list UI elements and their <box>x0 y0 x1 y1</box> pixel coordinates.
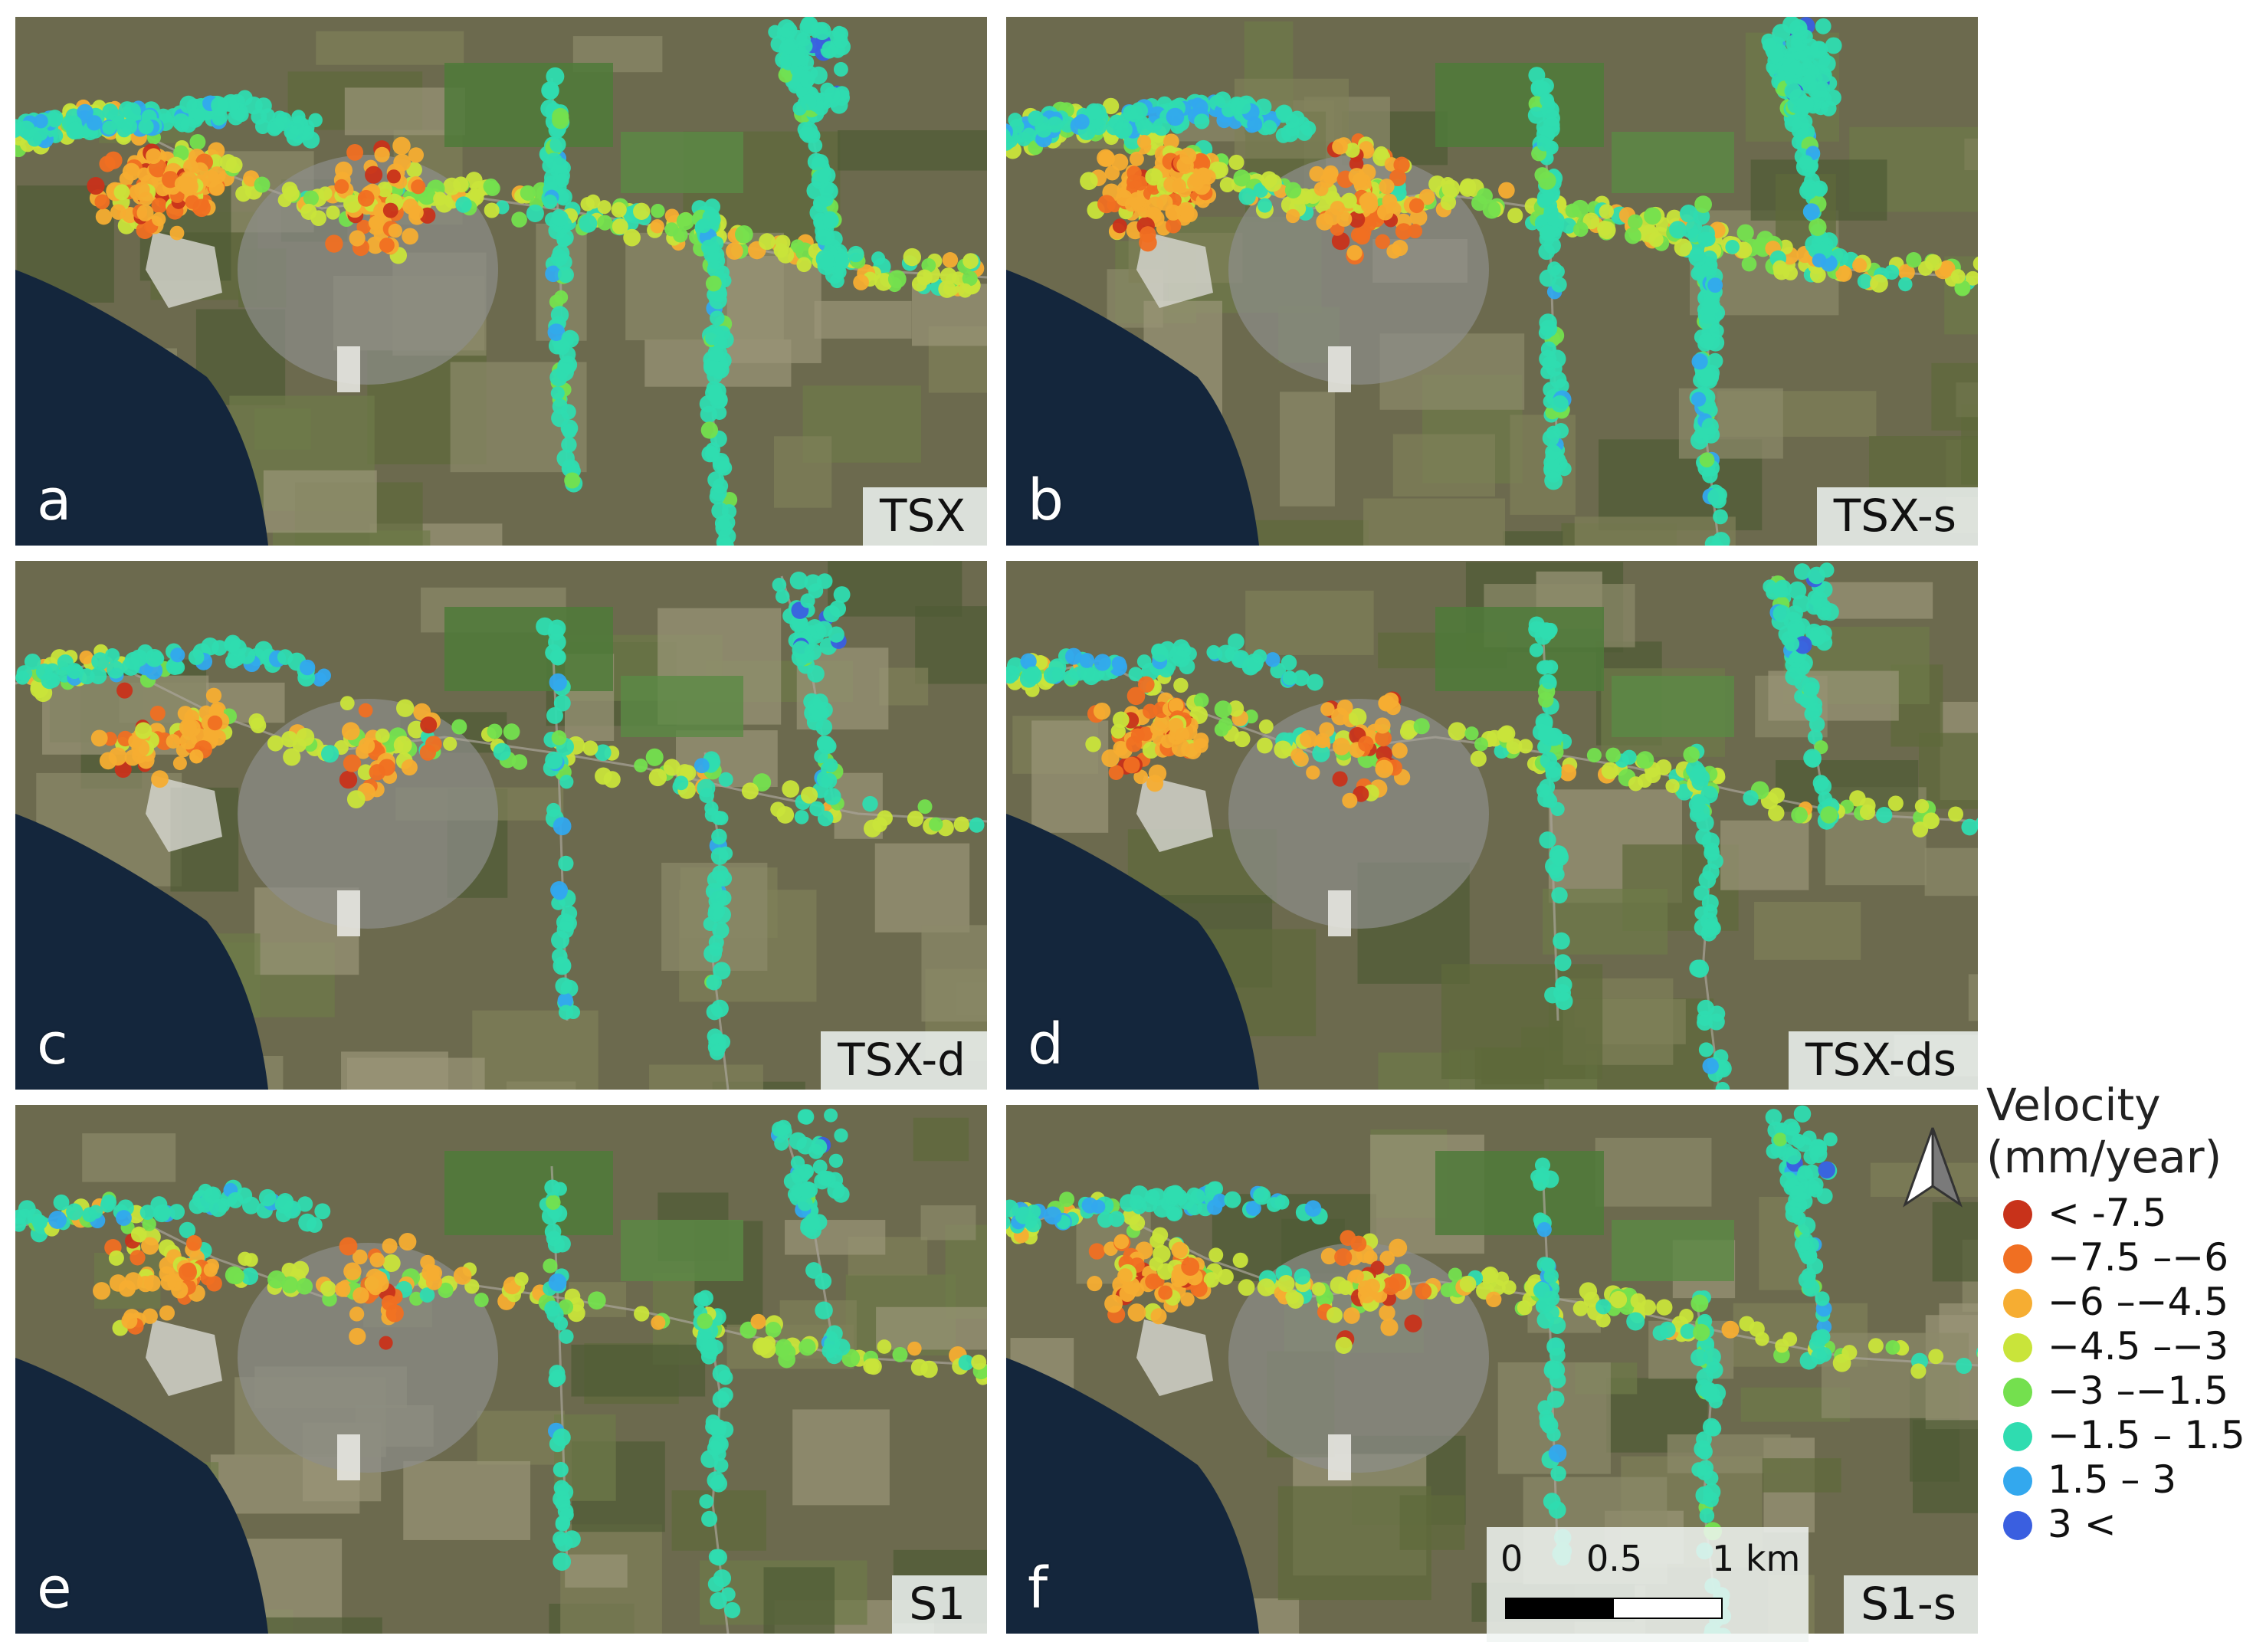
panel-letter: b <box>1028 467 1064 533</box>
panel-letter: f <box>1028 1555 1048 1621</box>
legend-swatch <box>2003 1289 2032 1318</box>
legend-label: −4.5 –−3 <box>2048 1324 2229 1368</box>
legend-swatch <box>2003 1244 2032 1273</box>
panel-letter: c <box>37 1011 68 1077</box>
panel-letter: e <box>37 1555 72 1621</box>
panel-dataset-label: S1 <box>892 1575 987 1634</box>
satellite-basemap <box>15 561 987 1090</box>
legend-item: −6 –−4.5 <box>1986 1280 2262 1324</box>
legend-swatch <box>2003 1200 2032 1229</box>
panel-dataset-label: TSX-d <box>821 1031 987 1090</box>
map-panel-c: c TSX-d <box>15 561 987 1090</box>
legend-label: −7.5 –−6 <box>2048 1235 2229 1280</box>
map-panel-e: e S1 <box>15 1105 987 1634</box>
legend-item: −3 –−1.5 <box>1986 1368 2262 1413</box>
north-arrow-icon <box>1900 1125 1965 1211</box>
legend-swatch <box>2003 1467 2032 1496</box>
panel-letter: a <box>37 467 72 533</box>
legend-swatch <box>2003 1422 2032 1451</box>
satellite-basemap <box>1006 561 1978 1090</box>
legend-label: < -7.5 <box>2048 1191 2167 1235</box>
legend-label: −1.5 – 1.5 <box>2048 1413 2245 1457</box>
panel-dataset-label: TSX <box>863 487 987 546</box>
legend-item: −7.5 –−6 <box>1986 1235 2262 1280</box>
map-panel-a: a TSX <box>15 17 987 546</box>
scale-tick-0: 0 <box>1500 1538 1523 1579</box>
satellite-basemap <box>15 1105 987 1634</box>
legend-item: −1.5 – 1.5 <box>1986 1413 2262 1457</box>
map-panel-b: b TSX-s <box>1006 17 1978 546</box>
legend-swatch <box>2003 1333 2032 1362</box>
legend-label: 3 < <box>2048 1502 2117 1546</box>
legend-item: 3 < <box>1986 1502 2262 1546</box>
legend-item: < -7.5 <box>1986 1191 2262 1235</box>
scale-bar-white-segment <box>1612 1598 1723 1619</box>
satellite-basemap <box>1006 17 1978 546</box>
legend-title-line1: Velocity <box>1986 1079 2161 1131</box>
scale-bar: 0 0.5 1 km <box>1487 1527 1809 1642</box>
scale-tick-end: 1 km <box>1712 1538 1801 1579</box>
legend-swatch <box>2003 1378 2032 1407</box>
legend-label: −3 –−1.5 <box>2048 1368 2229 1413</box>
legend-item: −4.5 –−3 <box>1986 1324 2262 1368</box>
legend-swatch <box>2003 1511 2032 1540</box>
satellite-basemap <box>15 17 987 546</box>
legend-title-line2: (mm/year) <box>1986 1131 2222 1183</box>
legend-item: 1.5 – 3 <box>1986 1457 2262 1502</box>
scale-tick-mid: 0.5 <box>1586 1538 1643 1579</box>
velocity-legend: Velocity (mm/year) < -7.5 −7.5 –−6 −6 –−4.… <box>1986 1079 2262 1546</box>
legend-label: 1.5 – 3 <box>2048 1457 2177 1502</box>
panel-dataset-label: S1-s <box>1844 1575 1978 1634</box>
map-panel-f: f S1-s <box>1006 1105 1978 1634</box>
panel-letter: d <box>1028 1011 1064 1077</box>
map-panel-d: d TSX-ds <box>1006 561 1978 1090</box>
scale-bar-black-segment <box>1505 1598 1612 1619</box>
panel-dataset-label: TSX-ds <box>1788 1031 1978 1090</box>
panel-dataset-label: TSX-s <box>1816 487 1978 546</box>
legend-label: −6 –−4.5 <box>2048 1280 2229 1324</box>
